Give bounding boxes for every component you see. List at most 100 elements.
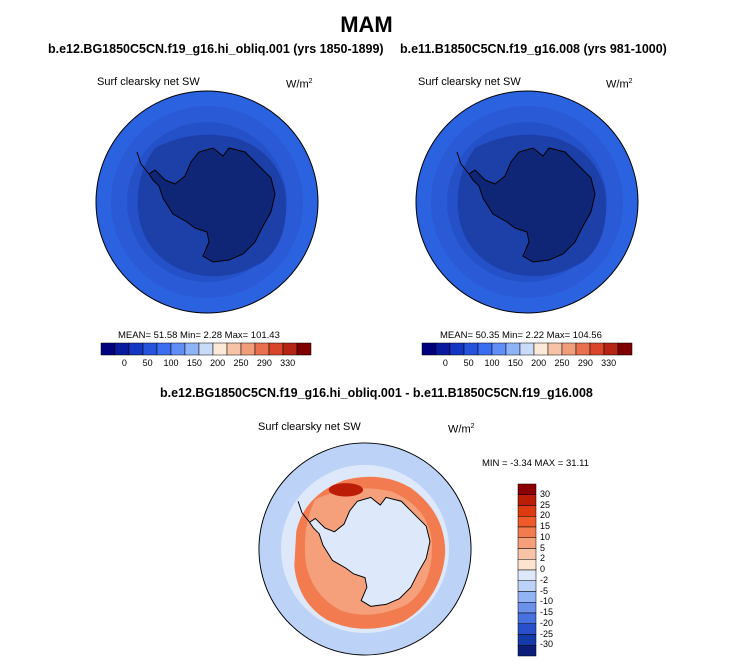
panel-3-colorbar-swatch	[517, 580, 537, 592]
panel-3-colorbar-swatch	[517, 548, 537, 560]
panel-3-colorbar-swatch	[517, 505, 537, 517]
panel-3-colorbar-tick-label: -10	[540, 596, 554, 607]
panel-1-colorbar-swatch	[226, 342, 242, 356]
panel-3-colorbar-tick-label: -5	[540, 585, 549, 596]
panel-3-colorbar-swatch	[517, 602, 537, 614]
panel-1-stats: MEAN= 51.58 Min= 2.28 Max= 101.43	[118, 330, 280, 341]
panel-3-colorbar	[517, 483, 537, 657]
panel-1-colorbar-tick-label: 150	[186, 358, 202, 368]
panel-1-variable-label: Surf clearsky net SW	[97, 76, 200, 88]
panel-3-colorbar-swatch	[517, 612, 537, 624]
panel-2-colorbar-swatch	[575, 342, 591, 356]
panel-3-colorbar-swatch	[517, 516, 537, 528]
panel-1-colorbar-swatch	[114, 342, 130, 356]
panel-1-colorbar-swatch	[184, 342, 200, 356]
panel-3-colorbar-tick-label: 30	[540, 488, 551, 499]
panel-2-colorbar-swatch	[435, 342, 451, 356]
panel-2-variable-label: Surf clearsky net SW	[418, 76, 521, 88]
panel-3-colorbar-swatch	[517, 569, 537, 581]
panel-1-colorbar-swatch	[268, 342, 284, 356]
panel-3-colorbar-tick-label: 2	[540, 553, 546, 564]
panel-2-antarctica-outline	[468, 147, 596, 263]
panel-1-map-border	[95, 90, 319, 314]
panel-1-colorbar-swatch	[100, 342, 116, 356]
panel-3-colorbar-swatch	[517, 559, 537, 571]
panel-1-colorbar-tick-label: 330	[280, 358, 296, 368]
panel-3-colorbar-tick-label: 0	[540, 564, 546, 574]
panel-3-colorbar-tick-label: -2	[540, 574, 549, 585]
panel-2-colorbar-tick-label: 330	[601, 358, 617, 368]
panel-3-peninsula	[297, 501, 310, 523]
panel-2-colorbar-swatch	[449, 342, 465, 356]
panel-1-colorbar-swatch	[156, 342, 172, 356]
panel-3-variable-label: Surf clearsky net SW	[258, 421, 361, 433]
panel-2-peninsula	[456, 151, 470, 175]
panel-2-colorbar-swatch	[603, 342, 619, 356]
panel-2-stats: MEAN= 50.35 Min= 2.22 Max= 104.56	[440, 330, 602, 341]
panel-3-colorbar-tick-label: -25	[540, 628, 554, 639]
panel-1-colorbar-swatch	[142, 342, 158, 356]
panel-1-colorbar-tick-label: 200	[210, 358, 226, 368]
panel-2-colorbar-swatch	[589, 342, 605, 356]
panel-1-colorbar	[100, 342, 312, 356]
panel-2-colorbar-tick-label: 0	[442, 358, 448, 368]
panel-1-colorbar-swatch	[282, 342, 298, 356]
panel-3-colorbar-swatch	[517, 623, 537, 635]
panel-1-map	[95, 90, 319, 314]
panel-3-stats: MIN = -3.34 MAX = 31.11	[482, 458, 590, 469]
panel-3-colorbar-tick-label: 20	[540, 510, 551, 521]
panel-3-colorbar-swatch	[517, 634, 537, 646]
panel-2-colorbar-swatch	[491, 342, 507, 356]
panel-1-colorbar-swatch	[254, 342, 270, 356]
panel-2-colorbar-swatch	[519, 342, 535, 356]
panel-1-peninsula	[136, 151, 150, 175]
panel-3-colorbar-swatch	[517, 537, 537, 549]
panel-3-colorbar-swatch	[517, 494, 537, 506]
panel-1-colorbar-swatch	[296, 342, 312, 356]
panel-3-colorbar-swatch	[517, 526, 537, 538]
panel-2-map	[415, 90, 639, 314]
panel-1-colorbar-swatch	[198, 342, 214, 356]
panel-3-colorbar-tick-label: 15	[540, 521, 551, 531]
panel-3-map	[258, 442, 472, 656]
panel-2-colorbar-tick-label: 290	[577, 358, 593, 368]
panel-3-colorbar-swatch	[517, 591, 537, 603]
panel-1-colorbar-swatch	[240, 342, 256, 356]
panel-1-colorbar-tick-label: 50	[142, 358, 153, 368]
panel-2-title: b.e11.B1850C5CN.f19_g16.008 (yrs 981-100…	[400, 42, 667, 56]
panel-3-max-anomaly	[328, 483, 364, 497]
panel-1-antarctica-outline	[148, 147, 276, 263]
panel-2-colorbar-tick-label: 200	[531, 358, 547, 368]
panel-2-colorbar-swatch	[505, 342, 521, 356]
panel-2-colorbar-tick-label: 50	[463, 358, 474, 368]
panel-1-colorbar-tick-label: 250	[233, 358, 249, 368]
panel-1-colorbar-tick-label: 100	[163, 358, 179, 368]
panel-2-colorbar-swatch	[463, 342, 479, 356]
panel-3-colorbar-tick-label: 10	[540, 531, 551, 542]
panel-2-colorbar	[421, 342, 633, 356]
panel-3-colorbar-tick-label: -15	[540, 607, 554, 617]
panel-2-colorbar-swatch	[477, 342, 493, 356]
panel-2-colorbar-tick-label: 100	[484, 358, 500, 368]
panel-1-colorbar-tick-label: 290	[256, 358, 272, 368]
panel-3-antarctica-outline	[308, 496, 431, 607]
main-title: MAM	[340, 12, 393, 37]
panel-2-colorbar-tick-label: 150	[507, 358, 523, 368]
panel-2-colorbar-swatch	[547, 342, 563, 356]
panel-3-colorbar-tick-label: 25	[540, 499, 551, 510]
panel-3-colorbar-swatch	[517, 645, 537, 657]
panel-3-map-border	[258, 442, 472, 656]
panel-2-colorbar-swatch	[561, 342, 577, 356]
panel-3-colorbar-tick-label: -20	[540, 617, 554, 628]
panel-3-colorbar-tick-label: 5	[540, 542, 546, 553]
panel-2-colorbar-swatch	[421, 342, 437, 356]
panel-1-colorbar-swatch	[170, 342, 186, 356]
panel-1-title: b.e12.BG1850C5CN.f19_g16.hi_obliq.001 (y…	[48, 42, 384, 56]
panel-2-colorbar-swatch	[533, 342, 549, 356]
panel-3-colorbar-swatch	[517, 483, 537, 495]
panel-1-colorbar-tick-label: 0	[121, 358, 127, 368]
panel-3-title: b.e12.BG1850C5CN.f19_g16.hi_obliq.001 - …	[160, 386, 593, 400]
panel-1-units: W/m2	[286, 78, 313, 91]
panel-1-colorbar-swatch	[128, 342, 144, 356]
panel-2-units: W/m2	[606, 78, 633, 91]
